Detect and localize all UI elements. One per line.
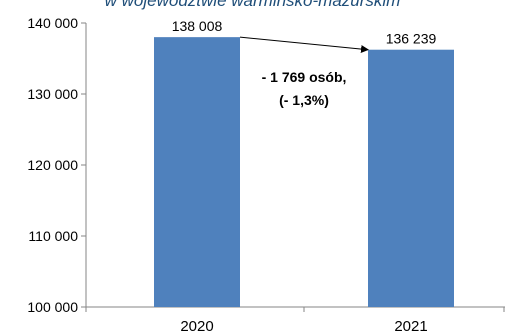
x-tick-label-2020: 2020 xyxy=(180,318,213,335)
bar-2020 xyxy=(154,37,240,308)
data-label-2020: 138 008 xyxy=(172,18,223,34)
data-label-2021: 136 239 xyxy=(386,31,437,47)
change-annotation-absolute: - 1 769 osób, xyxy=(262,69,347,85)
change-annotation-percent: (- 1,3%) xyxy=(279,92,329,108)
bars xyxy=(154,37,454,308)
labels: 100 000 110 000 120 000 130 000 140 000 138 0… xyxy=(27,15,436,335)
y-tick-label: 120 000 xyxy=(27,157,78,173)
x-tick-label-2021: 2021 xyxy=(394,318,427,335)
y-tick-label: 100 000 xyxy=(27,299,78,315)
change-arrow xyxy=(239,36,369,54)
chart-title: w województwie warmińsko-mazurskim xyxy=(104,0,401,10)
y-tick-label: 130 000 xyxy=(27,86,78,102)
y-tick-label: 110 000 xyxy=(28,228,78,244)
y-tick-label: 140 000 xyxy=(27,15,78,31)
bar-2021 xyxy=(368,49,454,308)
